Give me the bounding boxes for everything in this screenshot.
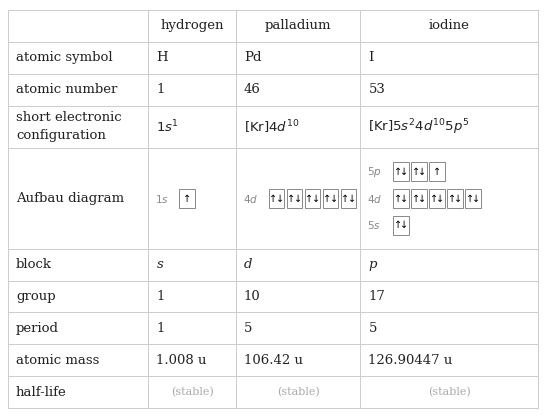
Text: period: period — [16, 322, 59, 335]
Text: 1: 1 — [157, 290, 165, 303]
Text: ↑: ↑ — [412, 167, 420, 177]
Text: ↑: ↑ — [430, 194, 438, 204]
Text: atomic number: atomic number — [16, 83, 117, 96]
Text: H: H — [157, 51, 168, 64]
Text: 106.42 u: 106.42 u — [244, 354, 303, 367]
Text: atomic symbol: atomic symbol — [16, 51, 112, 64]
Text: iodine: iodine — [429, 19, 470, 33]
Text: ↑: ↑ — [394, 194, 402, 204]
Text: hydrogen: hydrogen — [161, 19, 224, 33]
Text: block: block — [16, 258, 52, 271]
Text: atomic mass: atomic mass — [16, 354, 99, 367]
Text: (stable): (stable) — [277, 387, 319, 397]
Text: ↑: ↑ — [448, 194, 456, 204]
Text: ↑: ↑ — [394, 220, 402, 230]
Text: 5: 5 — [244, 322, 252, 335]
Text: $5p$: $5p$ — [367, 165, 382, 179]
Text: (stable): (stable) — [428, 387, 471, 397]
Text: 1: 1 — [157, 322, 165, 335]
Text: ↓: ↓ — [418, 194, 426, 204]
Text: Pd: Pd — [244, 51, 262, 64]
Text: Aufbau diagram: Aufbau diagram — [16, 192, 124, 205]
Text: 1.008 u: 1.008 u — [157, 354, 207, 367]
Text: s: s — [157, 258, 163, 271]
Text: 5: 5 — [369, 322, 377, 335]
Text: $5s$: $5s$ — [367, 219, 381, 231]
Text: p: p — [369, 258, 377, 271]
Text: ↑: ↑ — [412, 194, 420, 204]
Text: 10: 10 — [244, 290, 260, 303]
Text: ↓: ↓ — [400, 220, 408, 230]
Text: ↓: ↓ — [418, 167, 426, 177]
Text: ↑: ↑ — [341, 194, 349, 204]
Text: ↓: ↓ — [400, 194, 408, 204]
Text: $4d$: $4d$ — [367, 193, 383, 204]
Text: ↑: ↑ — [323, 194, 331, 204]
Text: ↑: ↑ — [306, 194, 313, 204]
Text: ↓: ↓ — [330, 194, 338, 204]
Text: ↑: ↑ — [433, 167, 441, 177]
Text: $4d$: $4d$ — [243, 193, 258, 204]
Text: ↓: ↓ — [312, 194, 320, 204]
Text: ↓: ↓ — [348, 194, 356, 204]
Text: $1s$: $1s$ — [156, 193, 169, 204]
Text: $1s^{1}$: $1s^{1}$ — [157, 119, 179, 135]
Text: ↑: ↑ — [288, 194, 295, 204]
Text: ↑: ↑ — [270, 194, 277, 204]
Text: 17: 17 — [369, 290, 385, 303]
Text: d: d — [244, 258, 252, 271]
Text: ↑: ↑ — [183, 194, 191, 204]
Text: 1: 1 — [157, 83, 165, 96]
Text: ↓: ↓ — [454, 194, 462, 204]
Text: $[\mathrm{Kr}]5s^{2}4d^{10}5p^{5}$: $[\mathrm{Kr}]5s^{2}4d^{10}5p^{5}$ — [369, 117, 470, 137]
Text: 46: 46 — [244, 83, 261, 96]
Text: ↓: ↓ — [400, 167, 408, 177]
Text: $[\mathrm{Kr}]4d^{10}$: $[\mathrm{Kr}]4d^{10}$ — [244, 118, 299, 136]
Text: ↓: ↓ — [472, 194, 480, 204]
Text: short electronic
configuration: short electronic configuration — [16, 112, 122, 143]
Text: ↑: ↑ — [466, 194, 474, 204]
Text: group: group — [16, 290, 56, 303]
Text: (stable): (stable) — [171, 387, 213, 397]
Text: ↓: ↓ — [436, 194, 444, 204]
Text: ↓: ↓ — [276, 194, 284, 204]
Text: I: I — [369, 51, 374, 64]
Text: 53: 53 — [369, 83, 385, 96]
Text: 126.90447 u: 126.90447 u — [369, 354, 453, 367]
Text: palladium: palladium — [265, 19, 331, 33]
Text: ↑: ↑ — [394, 167, 402, 177]
Text: half-life: half-life — [16, 385, 67, 399]
Text: ↓: ↓ — [294, 194, 302, 204]
